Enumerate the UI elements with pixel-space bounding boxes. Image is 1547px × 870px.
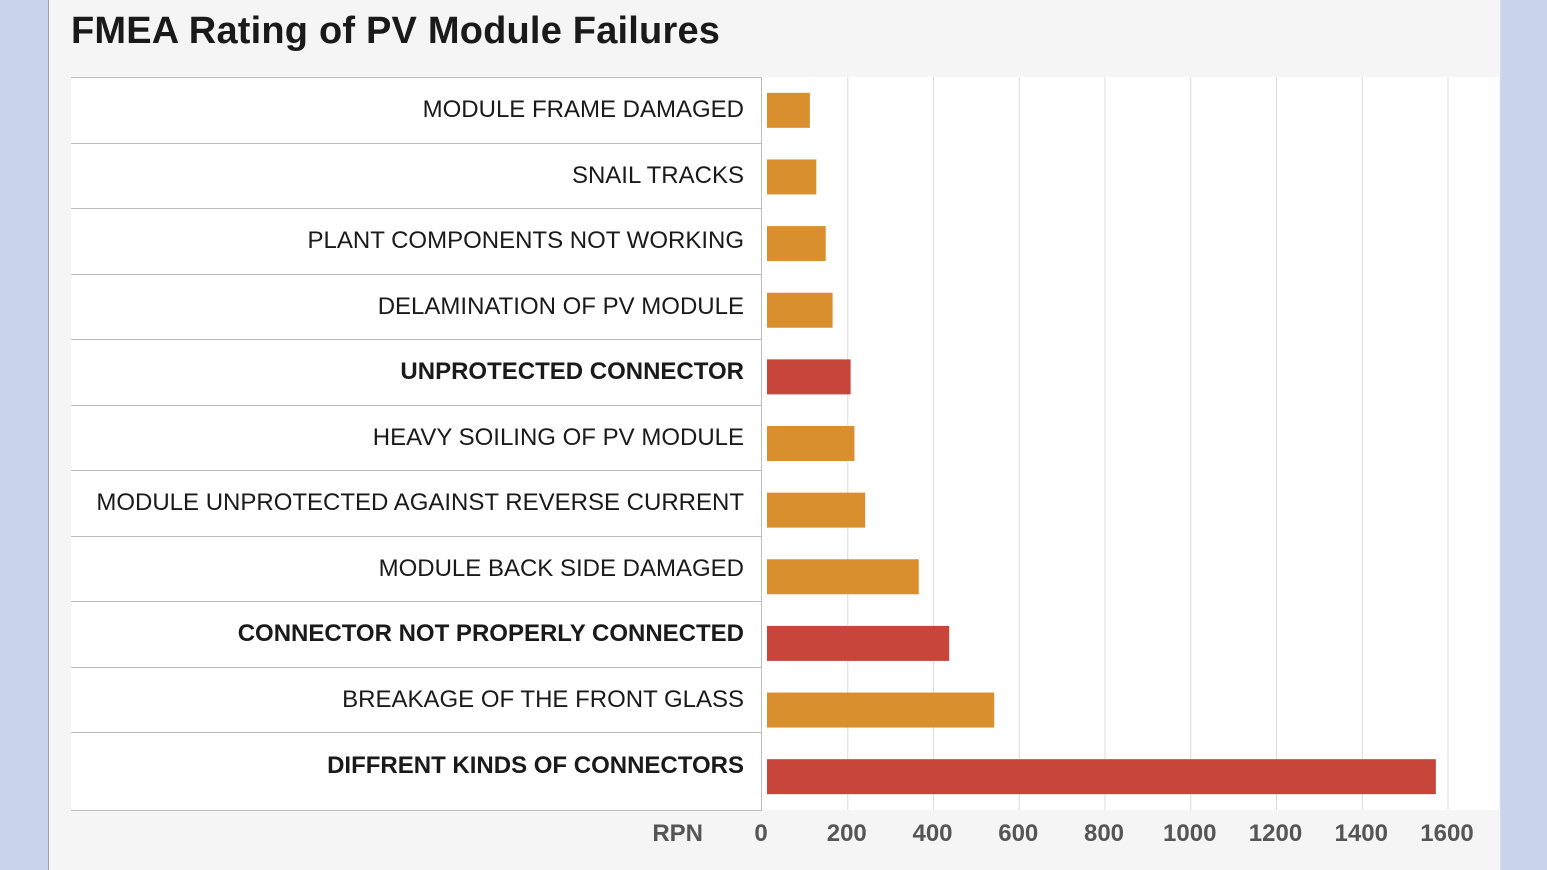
category-label: DELAMINATION OF PV MODULE <box>71 275 761 340</box>
bar-plot-area <box>762 77 1499 810</box>
category-label: MODULE UNPROTECTED AGAINST REVERSE CURRE… <box>71 471 761 537</box>
category-label: MODULE BACK SIDE DAMAGED <box>71 537 761 602</box>
category-label: HEAVY SOILING OF PV MODULE <box>71 406 761 471</box>
category-label: SNAIL TRACKS <box>71 144 761 209</box>
x-tick-label: 1400 <box>1334 820 1388 847</box>
x-tick-label: 200 <box>826 820 867 847</box>
bar <box>767 426 855 461</box>
category-label: MODULE FRAME DAMAGED <box>71 78 761 144</box>
chart-panel: FMEA Rating of PV Module Failures MODULE… <box>48 0 1501 870</box>
bar <box>767 559 919 595</box>
x-axis-label: RPN <box>652 820 703 847</box>
category-label: DIFFRENT KINDS OF CONNECTORS <box>327 751 744 779</box>
chart-title: FMEA Rating of PV Module Failures <box>71 10 721 52</box>
x-tick-label: 1200 <box>1248 820 1303 847</box>
x-tick-label: 400 <box>912 820 953 847</box>
x-tick-label: 1000 <box>1163 820 1217 847</box>
category-label: PLANT COMPONENTS NOT WORKING <box>71 209 761 275</box>
bar <box>767 625 950 661</box>
bar <box>767 226 826 262</box>
category-label-column: MODULE FRAME DAMAGED SNAIL TRACKS PLANT CO… <box>71 77 762 811</box>
x-tick-label: 0 <box>754 820 768 847</box>
bar <box>767 159 817 195</box>
bar <box>767 692 995 728</box>
plot-background <box>762 77 1499 810</box>
bar <box>767 759 1436 795</box>
bar <box>767 359 851 395</box>
x-tick-label: 600 <box>998 820 1039 847</box>
category-label: UNPROTECTED CONNECTOR <box>71 340 761 406</box>
category-label: BREAKAGE OF THE FRONT GLASS <box>71 668 761 733</box>
category-label: CONNECTOR NOT PROPERLY CONNECTED <box>71 602 761 668</box>
x-tick-label: 1600 <box>1420 820 1474 847</box>
x-tick-label: 800 <box>1083 820 1125 847</box>
bar <box>767 92 810 128</box>
bar <box>767 292 833 328</box>
bar <box>767 492 866 528</box>
